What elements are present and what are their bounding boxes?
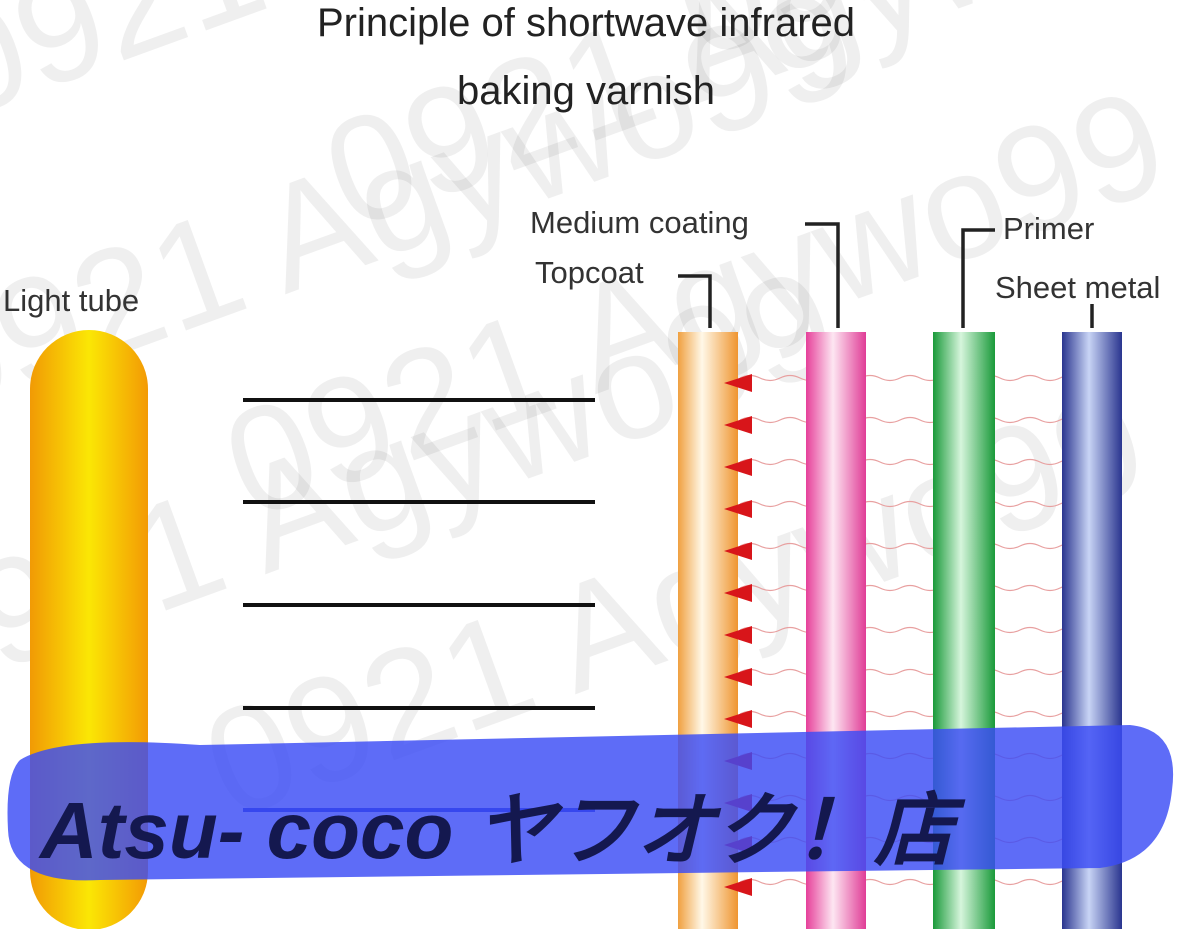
topcoat-label: Topcoat <box>535 255 644 290</box>
wave <box>739 878 1101 886</box>
leaders <box>678 222 1094 328</box>
title-line-2: baking varnish <box>457 69 715 113</box>
wave <box>739 458 1101 466</box>
wave <box>739 374 1101 382</box>
banner-text: Atsu- coco ヤフオク！店 <box>38 786 966 875</box>
medium-coating-label: Medium coating <box>530 205 749 240</box>
wave <box>739 542 1101 550</box>
heat-arrow <box>724 584 752 602</box>
wave <box>739 500 1101 508</box>
title-line-1: Principle of shortwave infrared <box>317 1 855 45</box>
wave <box>739 416 1101 424</box>
wave <box>739 584 1101 592</box>
wave <box>739 710 1101 718</box>
heat-arrow <box>724 710 752 728</box>
wave <box>739 668 1101 676</box>
sheet-metal-label: Sheet metal <box>995 270 1160 305</box>
wave <box>739 626 1101 634</box>
heat-arrow <box>724 542 752 560</box>
heat-arrow <box>724 374 752 392</box>
heat-arrow <box>724 626 752 644</box>
heat-arrow <box>724 458 752 476</box>
heat-arrow <box>724 668 752 686</box>
light-tube-label: Light tube <box>3 283 139 318</box>
heat-arrow <box>724 416 752 434</box>
banner-bg <box>7 725 1174 881</box>
heat-arrow <box>724 878 752 896</box>
primer-label: Primer <box>1003 211 1094 246</box>
heat-arrow <box>724 500 752 518</box>
